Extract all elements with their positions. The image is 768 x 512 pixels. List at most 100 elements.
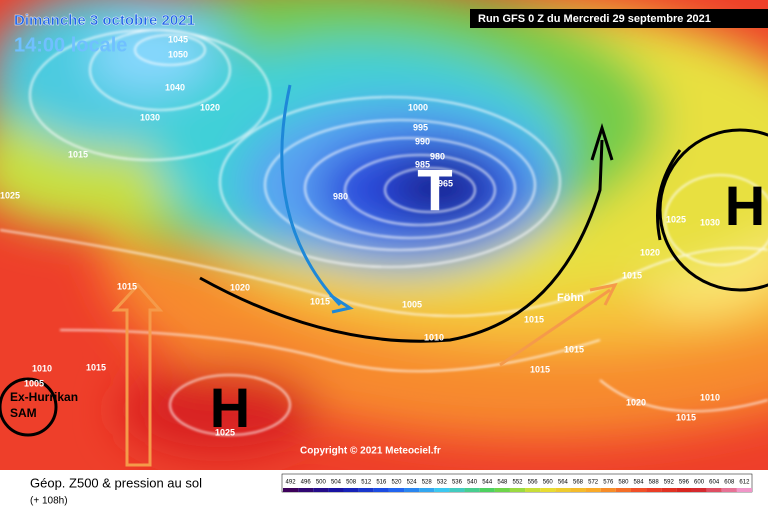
isobar-label: 985 xyxy=(415,159,430,169)
scale-label: 520 xyxy=(391,480,402,486)
local-time: 14:00 locale xyxy=(14,34,127,56)
scale-label: 612 xyxy=(739,480,750,486)
copyright: Copyright © 2021 Meteociel.fr xyxy=(300,446,441,457)
isobar-label: 1025 xyxy=(215,427,235,437)
isobar-label: 1020 xyxy=(626,397,646,407)
scale-label: 560 xyxy=(543,480,554,486)
date: Dimanche 3 octobre 2021 xyxy=(14,12,195,29)
isobar-label: 1015 xyxy=(310,296,330,306)
scale-cell xyxy=(646,488,662,492)
field xyxy=(0,0,768,470)
isobar-label: 1005 xyxy=(402,299,422,309)
scale-cell xyxy=(721,488,737,492)
scale-label: 524 xyxy=(407,480,418,486)
isobar-label: 1015 xyxy=(622,270,642,280)
isobar-label: 1005 xyxy=(24,378,44,388)
scale-label: 548 xyxy=(497,480,508,486)
scale-label: 564 xyxy=(558,480,569,486)
scale-cell xyxy=(479,488,495,492)
scale-label: 512 xyxy=(361,480,372,486)
scale-label: 552 xyxy=(512,480,523,486)
scale-label: 504 xyxy=(331,480,342,486)
isobar-label: 1015 xyxy=(676,412,696,422)
scale-label: 500 xyxy=(316,480,327,486)
isobar-label: 980 xyxy=(333,191,348,201)
scale-label: 532 xyxy=(437,480,448,486)
isobar-label: 1010 xyxy=(700,392,720,402)
scale-cell xyxy=(388,488,405,492)
hurricane-label: Ex-Hurrikan xyxy=(10,390,78,404)
isobar-label: 1020 xyxy=(230,282,250,292)
fohn-label: Föhn xyxy=(557,292,584,304)
isobar-label: 1010 xyxy=(32,363,52,373)
scale-label: 600 xyxy=(694,480,705,486)
scale-cell xyxy=(570,488,586,492)
isobar-label: 1015 xyxy=(524,314,544,324)
scale-cell xyxy=(585,488,601,492)
scale-label: 572 xyxy=(588,480,599,486)
scale-label: 544 xyxy=(482,480,493,486)
isobar-label: 965 xyxy=(438,178,453,188)
high-center: H xyxy=(210,376,250,439)
scale-cell xyxy=(434,488,450,492)
scale-cell xyxy=(706,488,722,492)
scale-cell xyxy=(540,488,556,492)
scale-label: 536 xyxy=(452,480,463,486)
scale-label: 608 xyxy=(724,480,735,486)
run-box xyxy=(470,9,768,28)
scale-cell xyxy=(464,488,480,492)
isobar-label: 1010 xyxy=(424,332,444,342)
isobar-label: 1015 xyxy=(117,281,137,291)
scale-label: 584 xyxy=(634,480,645,486)
run-info: Run GFS 0 Z du Mercredi 29 septembre 202… xyxy=(478,13,711,25)
hurricane-label: SAM xyxy=(10,406,37,420)
scale-cell xyxy=(404,488,420,492)
isobar-label: 1000 xyxy=(408,102,428,112)
isobar-label: 1030 xyxy=(700,217,720,227)
scale-cell xyxy=(449,488,465,492)
isobar-label: 980 xyxy=(430,151,445,161)
scale-label: 568 xyxy=(573,480,584,486)
scale-label: 556 xyxy=(528,480,539,486)
scale-label: 580 xyxy=(618,480,629,486)
scale-cell xyxy=(419,488,435,492)
scale-label: 496 xyxy=(301,480,312,486)
lead-time: (+ 108h) xyxy=(30,496,68,507)
scale-label: 576 xyxy=(603,480,614,486)
low-center: T xyxy=(417,158,452,223)
scale-label: 508 xyxy=(346,480,357,486)
scale-cell xyxy=(283,488,299,492)
scale-cell xyxy=(615,488,631,492)
scale-cell xyxy=(676,488,692,492)
scale-label: 492 xyxy=(286,480,297,486)
scale-cell xyxy=(509,488,526,492)
isobar-label: 1040 xyxy=(165,82,185,92)
scale-cell xyxy=(736,488,752,492)
isobar-label: 1025 xyxy=(0,190,20,200)
scale-label: 592 xyxy=(664,480,675,486)
scale-label: 588 xyxy=(649,480,660,486)
scale-cell xyxy=(691,488,707,492)
scale-cell xyxy=(313,488,329,492)
isobar-label: 1020 xyxy=(640,247,660,257)
isobar-label: 1015 xyxy=(530,364,550,374)
isobar-label: 1015 xyxy=(564,344,584,354)
isobar-label: 1050 xyxy=(168,49,188,59)
isobar-label: 1020 xyxy=(200,102,220,112)
scale-cell xyxy=(298,488,314,492)
scale-cell xyxy=(373,488,389,492)
isobar-label: 990 xyxy=(415,136,430,146)
isobar-label: 995 xyxy=(413,122,428,132)
scale-label: 596 xyxy=(679,480,690,486)
scale-cell xyxy=(328,488,344,492)
scale-label: 516 xyxy=(376,480,387,486)
isobar-label: 1030 xyxy=(140,112,160,122)
scale-cell xyxy=(494,488,510,492)
high-center: H xyxy=(725,174,765,237)
scale-cell xyxy=(525,488,541,492)
scale-label: 528 xyxy=(422,480,433,486)
legend-title: Géop. Z500 & pression au sol xyxy=(30,475,202,490)
isobar-label: 1015 xyxy=(86,362,106,372)
isobar-label: 1025 xyxy=(666,214,686,224)
